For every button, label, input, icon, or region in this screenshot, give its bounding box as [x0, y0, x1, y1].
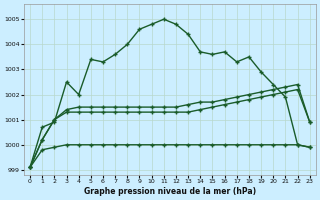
X-axis label: Graphe pression niveau de la mer (hPa): Graphe pression niveau de la mer (hPa): [84, 187, 256, 196]
